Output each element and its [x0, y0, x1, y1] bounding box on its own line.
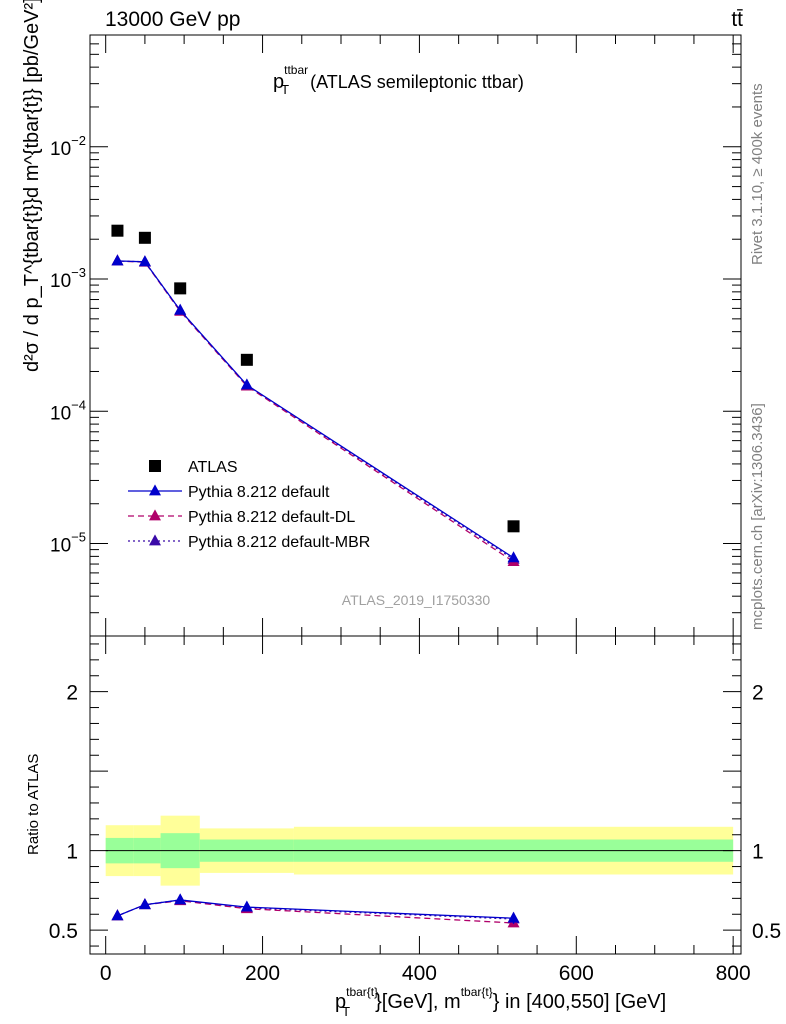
main-axis-ticks: 10−210−310−410−5	[50, 34, 741, 637]
ratio-marker-default	[174, 893, 187, 905]
main-y-tick-label-base: 10	[50, 139, 71, 160]
process-label: tt̄	[731, 8, 743, 31]
main-y-tick-label-base: 10	[50, 536, 71, 557]
legend-marker-mbr	[149, 534, 161, 546]
ratio-y-axis-label: Ratio to ATLAS	[25, 754, 42, 855]
main-marker-default	[111, 254, 124, 266]
ratio-y-tick-label-right-0: 0.5	[752, 920, 781, 943]
main-y-tick-label-0: 10−2	[50, 133, 86, 160]
analysis-id: ATLAS_2019_I1750330	[342, 592, 491, 608]
x-axis-label-sub: T	[342, 1004, 350, 1019]
plot-title: pttbar T (ATLAS semileptonic ttbar)	[273, 63, 524, 97]
x-tick-label-4: 800	[716, 962, 751, 985]
legend-label-mbr: Pythia 8.212 default-MBR	[188, 534, 370, 551]
main-y-tick-label-exp: −5	[71, 530, 86, 545]
atlas-data-point	[507, 520, 520, 533]
main-y-axis-label: d²σ / d p_T^{tbar{t}}d m^{tbar{t}} [pb/G…	[21, 0, 43, 372]
legend-marker-dl	[149, 509, 161, 521]
ratio-marker-default	[138, 898, 151, 910]
atlas-data-point	[240, 353, 253, 366]
main-y-tick-label-2: 10−4	[50, 397, 86, 424]
legend-label-default: Pythia 8.212 default	[188, 484, 330, 501]
atlas-data-point	[138, 231, 151, 244]
ratio-marker-default	[111, 909, 124, 921]
x-tick-label-0: 0	[100, 962, 112, 985]
ratio-y-tick-label-left-0: 0.5	[49, 920, 78, 943]
x-axis-label-main: p	[335, 991, 346, 1013]
ratio-marker-default	[240, 900, 253, 912]
main-marker-default	[507, 551, 520, 563]
plot-title-rest: (ATLAS semileptonic ttbar)	[305, 72, 524, 92]
main-y-tick-label-1: 10−3	[50, 265, 86, 292]
main-marker-default	[240, 378, 253, 390]
ratio-plot-frame	[89, 635, 742, 955]
ratio-axis-ticks: 0.5 0.5 1 1 2 2 0 200 400 600 800	[49, 636, 781, 985]
x-axis-label: ptbar{t} T}[GeV], mtbar{t}} in [400,550] …	[335, 985, 666, 1019]
x-axis-label-mid: }[GeV], m	[375, 991, 461, 1013]
x-axis-label-sup2: tbar{t}	[461, 985, 493, 999]
legend-label-dl: Pythia 8.212 default-DL	[188, 509, 355, 526]
plot-title-sup: ttbar	[284, 63, 308, 77]
ratio-y-tick-label-right-1: 1	[752, 841, 764, 864]
legend: ATLAS Pythia 8.212 default Pythia 8.212 de…	[128, 459, 370, 551]
legend-label-atlas: ATLAS	[188, 459, 238, 476]
x-tick-label-2: 400	[402, 962, 437, 985]
x-tick-label-3: 600	[559, 962, 594, 985]
main-y-axis-label-text: d²σ / d p_T^{tbar{t}}d m^{tbar{t}} [pb/G…	[21, 0, 43, 372]
x-axis-label-end: } in [400,550] [GeV]	[493, 991, 666, 1013]
main-y-tick-label-base: 10	[50, 271, 71, 292]
main-y-tick-label-exp: −4	[71, 397, 86, 412]
main-y-tick-label-exp: −3	[71, 265, 86, 280]
atlas-data-point	[174, 282, 187, 295]
main-series-group	[111, 224, 520, 567]
ratio-y-tick-label-right-2: 2	[752, 682, 764, 705]
ratio-y-tick-label-left-2: 2	[66, 682, 78, 705]
ratio-y-tick-label-left-1: 1	[66, 841, 78, 864]
main-marker-default	[174, 303, 187, 315]
x-tick-label-1: 200	[245, 962, 280, 985]
legend-marker-atlas	[149, 460, 161, 472]
mcplots-label: mcplots.cern.ch [arXiv:1306.3436]	[749, 403, 766, 630]
main-y-tick-label-base: 10	[50, 403, 71, 424]
atlas-data-point	[111, 224, 124, 237]
main-y-tick-label-exp: −2	[71, 133, 86, 148]
main-y-tick-label-3: 10−5	[50, 530, 86, 557]
energy-label: 13000 GeV pp	[105, 8, 240, 31]
main-line-dl	[117, 260, 514, 563]
plot-title-sub: T	[281, 82, 289, 97]
ratio-series-group	[111, 893, 520, 928]
plot-title-main: p	[273, 71, 284, 93]
x-axis-label-sup1: tbar{t}	[346, 985, 378, 999]
legend-marker-default	[149, 484, 161, 496]
main-marker-default	[138, 255, 151, 267]
rivet-label: Rivet 3.1.10, ≥ 400k events	[749, 83, 766, 265]
